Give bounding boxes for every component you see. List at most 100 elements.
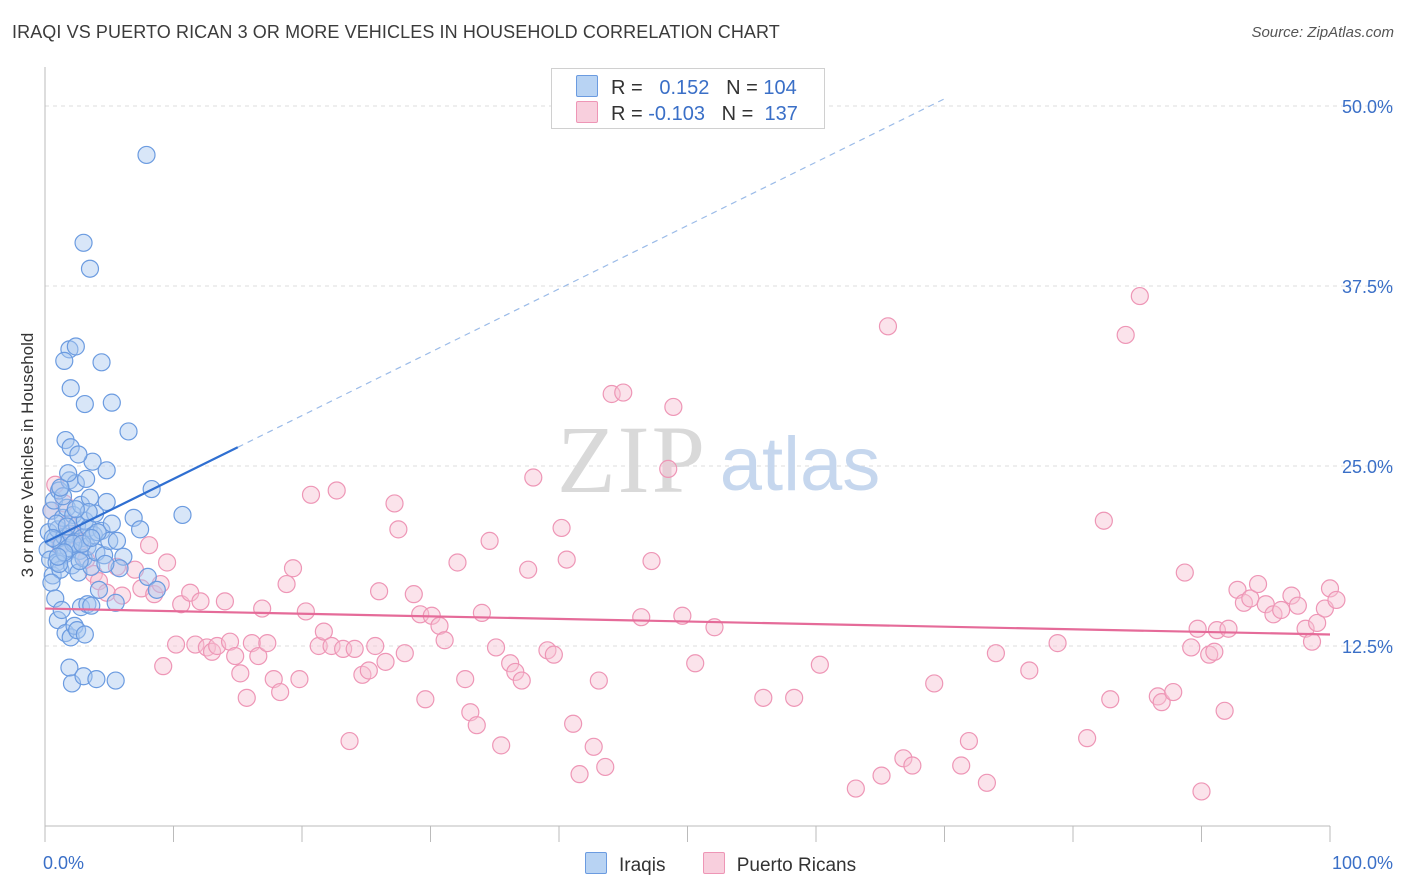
iraqi-point <box>147 580 166 599</box>
iraqi-point <box>61 438 80 457</box>
puerto-rican-point <box>846 779 865 798</box>
puerto-rican-point <box>296 602 315 621</box>
puerto-rican-point <box>632 608 651 627</box>
puerto-rican-point <box>686 654 705 673</box>
iraqi-point <box>46 589 65 608</box>
puerto-rican-point <box>191 592 210 611</box>
iraqi-point <box>57 498 76 517</box>
iraqi-point <box>50 554 69 574</box>
x-tick-label-max: 100.0% <box>1332 853 1393 873</box>
iraqi-point <box>78 537 97 556</box>
correlation-legend: R = 0.152 N = 104 R = -0.103 N = 137 <box>551 68 825 129</box>
puerto-rican-point <box>589 671 608 690</box>
puerto-rican-point <box>253 599 272 618</box>
iraqi-point <box>96 554 115 574</box>
series-legend-puerto-ricans[interactable]: Puerto Ricans <box>702 852 856 877</box>
puerto-rican-point <box>166 635 186 654</box>
puerto-rican-point <box>1164 682 1183 702</box>
puerto-rican-point <box>584 737 603 756</box>
puerto-rican-point <box>596 757 615 777</box>
puerto-rican-point <box>1282 586 1301 605</box>
puerto-rican-point <box>512 671 531 690</box>
puerto-rican-point <box>1248 574 1268 594</box>
puerto-rican-point <box>283 559 303 578</box>
puerto-rican-point <box>1192 782 1211 801</box>
watermark: ZIP atlas <box>557 406 880 513</box>
puerto-rican-point <box>277 574 296 594</box>
iraqis-points <box>38 145 192 693</box>
puerto-rican-point <box>614 383 633 402</box>
puerto-rican-point <box>1182 638 1201 657</box>
iraqi-point <box>74 233 93 252</box>
iraqi-point <box>82 557 101 576</box>
iraqi-point <box>61 628 80 647</box>
puerto-rican-point <box>290 670 309 689</box>
puerto-rican-point <box>322 636 341 656</box>
iraqi-point <box>62 674 82 693</box>
puerto-rican-point <box>231 664 250 683</box>
puerto-rican-point <box>215 592 234 611</box>
puerto-rican-point <box>977 773 997 792</box>
puerto-rican-point <box>570 765 589 784</box>
puerto-rican-point <box>404 585 423 604</box>
puerto-rican-point <box>557 550 576 569</box>
iraqi-point <box>59 464 78 483</box>
iraqi-point <box>69 445 88 464</box>
legend-row-iraqis: R = 0.152 N = 104 <box>576 75 797 99</box>
iraqi-point <box>75 394 94 414</box>
iraqi-point <box>80 259 100 278</box>
iraqi-point <box>42 573 61 592</box>
grid <box>45 105 1395 647</box>
puerto-rican-point <box>472 603 491 622</box>
iraqi-point <box>130 520 150 539</box>
puerto-rican-point <box>1094 511 1113 530</box>
puerto-rican-point <box>925 674 944 693</box>
puerto-rican-point <box>202 642 222 661</box>
puerto-rican-point <box>237 688 256 707</box>
puerto-rican-point <box>389 520 408 539</box>
series-swatch-puerto-ricans <box>702 852 725 874</box>
puerto-rican-point <box>1020 661 1039 680</box>
iraqi-point <box>55 351 74 370</box>
puerto-rican-point <box>501 654 520 673</box>
puerto-ricans-trend-line <box>44 607 1331 636</box>
iraqis-trend-line <box>44 446 239 544</box>
puerto-rican-point <box>544 645 563 664</box>
iraqi-point <box>137 145 156 165</box>
puerto-rican-point <box>810 655 829 674</box>
legend-row-puerto-ricans: R = -0.103 N = 137 <box>576 101 798 125</box>
puerto-rican-point <box>1272 600 1291 620</box>
puerto-rican-point <box>952 756 971 775</box>
puerto-rican-point <box>327 481 346 500</box>
series-swatch-iraqis <box>585 852 607 874</box>
watermark-zip: ZIP <box>557 406 707 513</box>
legend-r-value-puerto-ricans: -0.103 <box>648 103 705 125</box>
legend-n-label: N = <box>721 103 754 125</box>
legend-n-value-puerto-ricans: 137 <box>764 103 798 125</box>
puerto-rican-point <box>340 731 359 751</box>
puerto-rican-point <box>309 636 328 656</box>
series-legend-iraqis[interactable]: Iraqis <box>585 852 665 877</box>
iraqi-point <box>124 508 143 527</box>
iraqis-trend-extension <box>237 98 945 448</box>
puerto-rican-point <box>154 657 173 676</box>
iraqi-point <box>107 531 127 550</box>
puerto-rican-point <box>186 635 205 654</box>
iraqi-point <box>48 547 67 566</box>
puerto-rican-point <box>1175 563 1194 582</box>
y-tick-label: 12.5% <box>1342 637 1393 657</box>
puerto-rican-point <box>524 468 543 487</box>
puerto-rican-point <box>385 494 404 513</box>
puerto-rican-point <box>366 636 385 656</box>
iraqi-point <box>114 547 133 566</box>
puerto-rican-point <box>435 631 454 650</box>
puerto-rican-point <box>642 551 661 571</box>
puerto-rican-point <box>226 646 245 666</box>
puerto-rican-point <box>986 644 1006 663</box>
iraqi-point <box>89 580 109 599</box>
series-legend: Iraqis Puerto Ricans <box>585 852 888 877</box>
y-tick-label: 50.0% <box>1342 97 1393 117</box>
puerto-rican-point <box>112 586 132 605</box>
y-tick-label: 25.0% <box>1342 457 1393 477</box>
puerto-rican-point <box>959 731 979 751</box>
